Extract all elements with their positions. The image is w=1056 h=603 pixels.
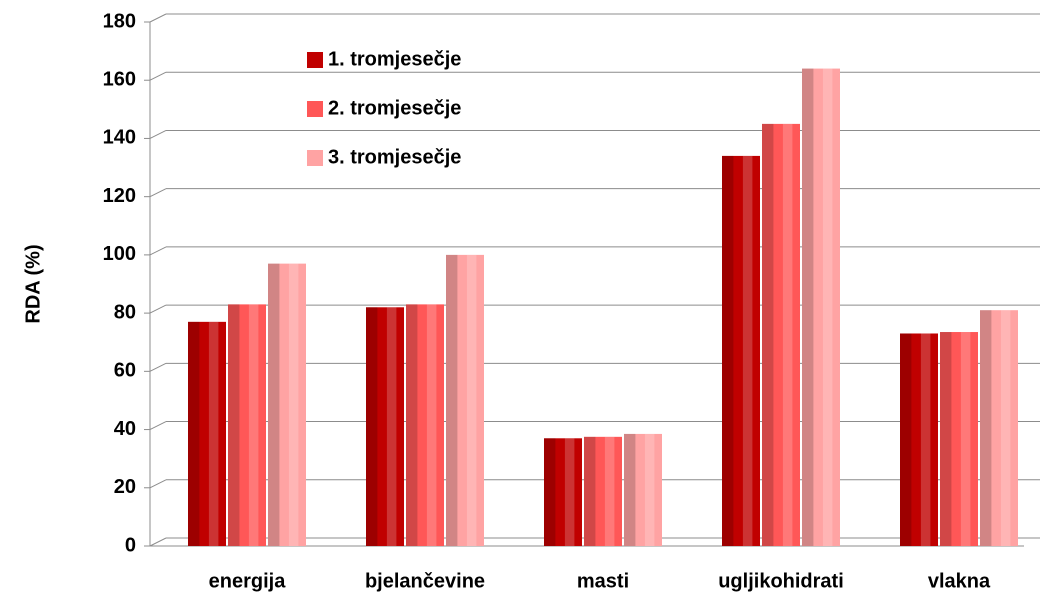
bar-highlight bbox=[386, 307, 397, 546]
y-tick-label: 20 bbox=[114, 476, 136, 498]
legend-label: 3. tromjesečje bbox=[328, 146, 461, 168]
bar-highlight bbox=[822, 68, 833, 547]
bar bbox=[624, 433, 662, 546]
grid-line bbox=[149, 362, 167, 372]
grid-line bbox=[149, 71, 167, 81]
y-tick-label: 160 bbox=[103, 69, 136, 91]
bar-shade bbox=[940, 332, 952, 546]
bar-shade bbox=[722, 155, 734, 546]
floor bbox=[149, 537, 167, 547]
bar-highlight bbox=[604, 436, 615, 546]
bar bbox=[366, 307, 404, 546]
bar-shade bbox=[584, 436, 596, 546]
grid-line bbox=[149, 421, 167, 431]
grid-line bbox=[149, 13, 167, 23]
bar bbox=[406, 304, 444, 546]
bar-shade bbox=[188, 321, 200, 546]
bar-shade bbox=[900, 333, 912, 546]
x-tick-label: energija bbox=[209, 570, 287, 592]
legend-swatch bbox=[307, 101, 323, 117]
bar-highlight bbox=[564, 438, 575, 546]
y-tick-label: 40 bbox=[114, 418, 136, 440]
bar bbox=[584, 436, 622, 546]
x-tick-label: vlakna bbox=[928, 570, 991, 592]
bar-highlight bbox=[288, 263, 299, 546]
y-tick-label: 100 bbox=[103, 243, 136, 265]
bar-shade bbox=[980, 310, 992, 546]
bar-shade bbox=[228, 304, 240, 546]
bar-highlight bbox=[644, 433, 655, 546]
bar-highlight bbox=[960, 332, 971, 546]
bar bbox=[900, 333, 938, 546]
legend-swatch bbox=[307, 150, 323, 166]
grid-line bbox=[149, 188, 167, 198]
x-tick-label: masti bbox=[577, 570, 629, 592]
bar bbox=[762, 123, 800, 546]
y-tick-label: 180 bbox=[103, 10, 136, 32]
y-tick-label: 60 bbox=[114, 360, 136, 382]
bar bbox=[940, 332, 978, 546]
bar-highlight bbox=[248, 304, 259, 546]
y-tick-label: 80 bbox=[114, 301, 136, 323]
bar-shade bbox=[406, 304, 418, 546]
y-tick-label: 0 bbox=[125, 534, 136, 556]
bar-shade bbox=[802, 68, 814, 547]
grid-line bbox=[149, 129, 167, 139]
grid-line bbox=[149, 246, 167, 256]
bar-highlight bbox=[1000, 310, 1011, 546]
x-tick-label: bjelančevine bbox=[365, 570, 485, 592]
y-tick-label: 140 bbox=[103, 127, 136, 149]
bar bbox=[268, 263, 306, 546]
bar-shade bbox=[366, 307, 378, 546]
bar bbox=[188, 321, 226, 546]
bar-shade bbox=[446, 254, 458, 546]
y-axis-label: RDA (%) bbox=[22, 244, 44, 323]
legend-label: 2. tromjesečje bbox=[328, 97, 461, 119]
bar-shade bbox=[268, 263, 280, 546]
y-tick-label: 120 bbox=[103, 185, 136, 207]
bar bbox=[802, 68, 840, 547]
x-tick-label: ugljikohidrati bbox=[718, 570, 844, 592]
bar-highlight bbox=[742, 155, 753, 546]
bar bbox=[544, 438, 582, 546]
bar bbox=[446, 254, 484, 546]
bar-shade bbox=[762, 123, 774, 546]
bar bbox=[228, 304, 266, 546]
bar-shade bbox=[624, 433, 636, 546]
bar-highlight bbox=[208, 321, 219, 546]
grid-line bbox=[149, 479, 167, 489]
bar bbox=[980, 310, 1018, 546]
bar bbox=[722, 155, 760, 546]
legend-swatch bbox=[307, 52, 323, 68]
bar-highlight bbox=[466, 254, 477, 546]
bar-highlight bbox=[782, 123, 793, 546]
bar-highlight bbox=[426, 304, 437, 546]
legend-label: 1. tromjesečje bbox=[328, 48, 461, 70]
bar-highlight bbox=[920, 333, 931, 546]
grid-line bbox=[149, 304, 167, 314]
bar-shade bbox=[544, 438, 556, 546]
